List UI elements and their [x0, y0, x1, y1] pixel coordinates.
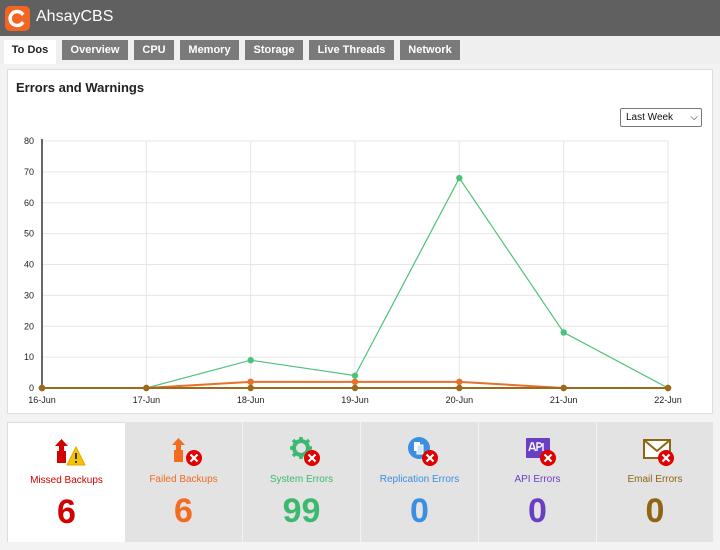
tab-live-threads[interactable]: Live Threads: [309, 40, 394, 60]
card-api-errors[interactable]: API Errors 0: [479, 422, 596, 542]
card-missed-backups[interactable]: Missed Backups 6: [7, 422, 125, 542]
card-count: 99: [282, 492, 321, 530]
missed-backup-warning-icon: [55, 439, 86, 466]
system-gear-error-icon: [290, 437, 320, 466]
tab-bar: To Dos Overview CPU Memory Storage Live …: [0, 36, 720, 64]
panel-title: Errors and Warnings: [16, 80, 145, 95]
errors-warnings-panel: Errors and Warnings Last Week ⌵: [7, 69, 713, 414]
card-label: System Errors: [269, 474, 334, 485]
card-count: 6: [57, 493, 76, 531]
ahsay-logo-icon: [5, 6, 30, 31]
card-system-errors[interactable]: System Errors 99: [243, 422, 360, 542]
card-label: API Errors: [514, 474, 561, 485]
app-header: AhsayCBS: [0, 0, 720, 36]
tab-overview[interactable]: Overview: [62, 40, 128, 60]
card-label: Email Errors: [627, 474, 683, 485]
failed-backup-icon: [172, 438, 202, 466]
card-count: 0: [645, 492, 665, 530]
tab-memory[interactable]: Memory: [180, 40, 239, 60]
replication-error-icon: [408, 437, 438, 466]
card-label: Replication Errors: [379, 474, 460, 485]
tab-cpu[interactable]: CPU: [134, 40, 174, 60]
card-count: 6: [174, 492, 193, 530]
tab-network[interactable]: Network: [400, 40, 460, 60]
api-error-icon: [526, 438, 556, 466]
status-cards: Missed Backups 6 Failed Backups 6 System…: [7, 422, 713, 542]
email-error-icon: [643, 439, 674, 466]
chevron-down-icon: ⌵: [690, 112, 698, 123]
date-range-value: Last Week: [626, 112, 674, 123]
card-count: 0: [528, 492, 547, 530]
card-replication-errors[interactable]: Replication Errors 0: [361, 422, 478, 542]
tab-storage[interactable]: Storage: [245, 40, 303, 60]
card-failed-backups[interactable]: Failed Backups 6: [125, 422, 242, 542]
card-count: 0: [410, 492, 429, 530]
app-title: AhsayCBS: [36, 8, 114, 25]
card-email-errors[interactable]: Email Errors 0: [597, 422, 713, 542]
date-range-select[interactable]: Last Week ⌵: [620, 108, 702, 127]
tab-to-dos[interactable]: To Dos: [4, 40, 56, 64]
card-label: Failed Backups: [149, 474, 218, 485]
card-label: Missed Backups: [30, 475, 103, 486]
